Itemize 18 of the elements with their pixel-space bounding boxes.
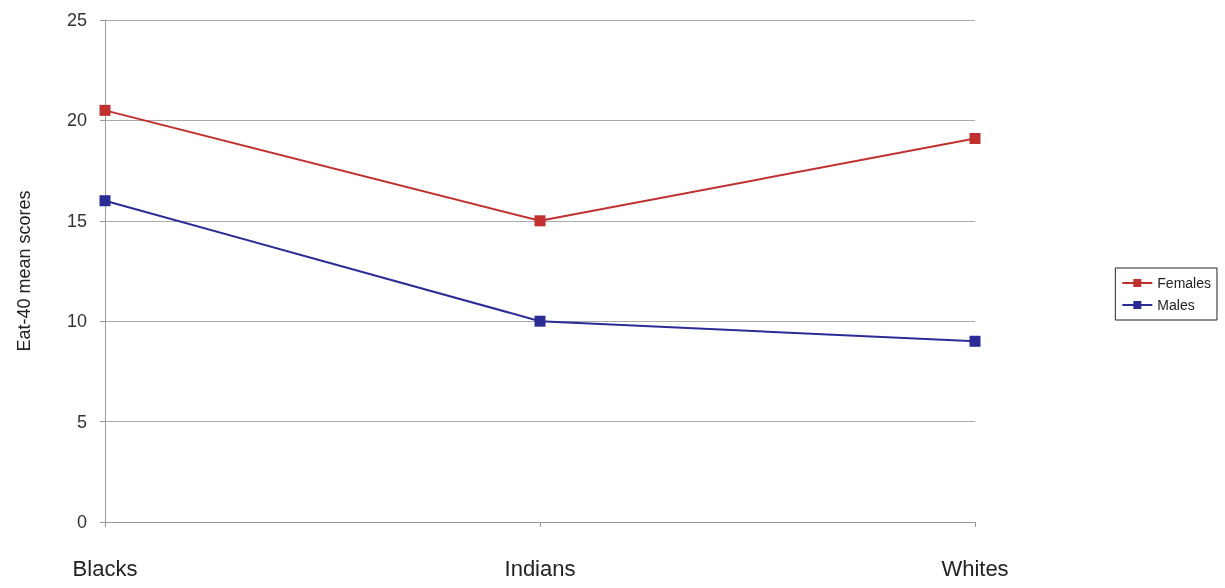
point <box>534 215 546 227</box>
point <box>969 132 981 144</box>
y-tick-label: 15 <box>66 210 87 231</box>
x-tick-label: Indians <box>504 555 576 581</box>
point <box>99 104 111 116</box>
y-tick-label: 0 <box>76 512 87 532</box>
legend-label: Males <box>1157 297 1195 313</box>
y-tick-label: 25 <box>66 10 87 30</box>
point <box>99 195 111 207</box>
y-tick-label: 20 <box>66 110 87 131</box>
y-axis-title: Eat-40 mean scores <box>14 190 34 352</box>
x-tick-label: Whites <box>941 555 1009 581</box>
point <box>969 335 981 347</box>
point <box>534 315 546 327</box>
y-tick-label: 5 <box>76 411 87 432</box>
legend-label: Females <box>1157 275 1211 291</box>
x-tick-label: Blacks <box>72 555 138 581</box>
y-tick-label: 10 <box>66 311 87 332</box>
